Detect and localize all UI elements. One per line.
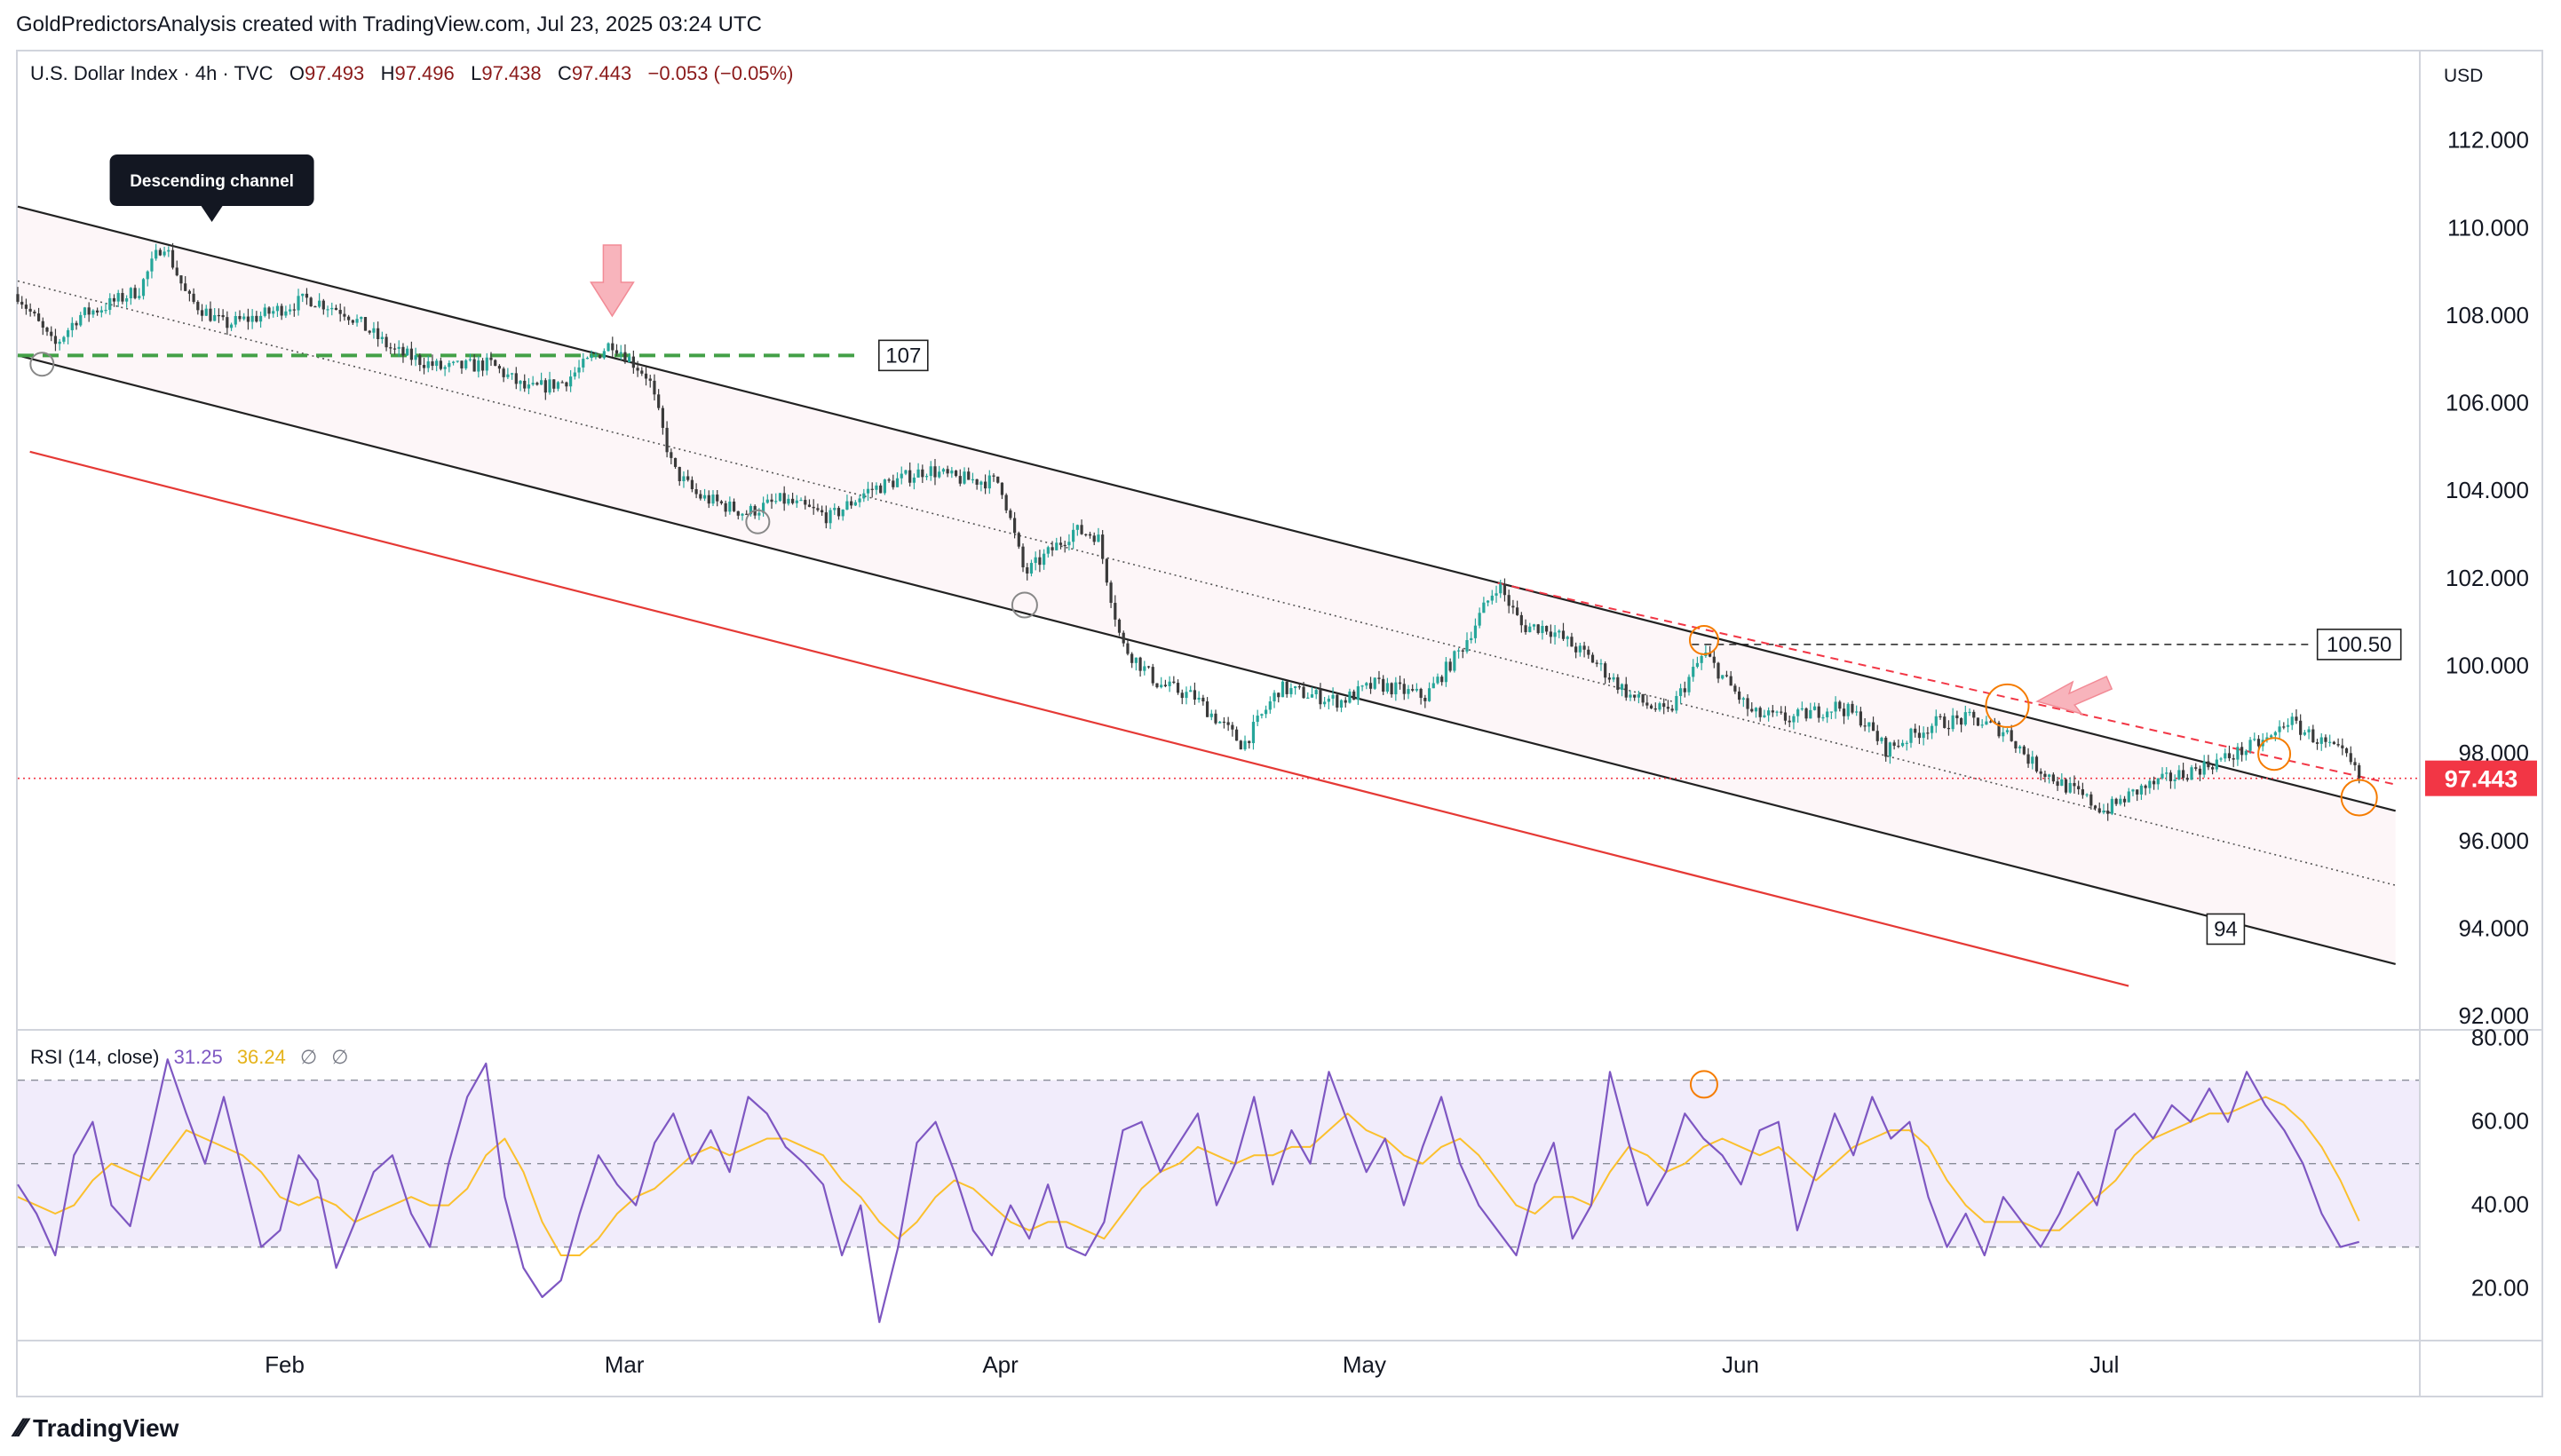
rsi-empty-2: ∅ (331, 1046, 349, 1068)
rsi-name: RSI (14, close) (30, 1046, 160, 1068)
close-value: 97.443 (571, 62, 632, 84)
currency-button[interactable]: USD (2444, 66, 2484, 86)
footer-brand: TradingView (33, 1414, 179, 1442)
chart-frame (16, 50, 2543, 1397)
rsi-legend[interactable]: RSI (14, close) 31.25 36.24 ∅ ∅ (30, 1046, 348, 1069)
symbol-name: U.S. Dollar Index · 4h · TVC (30, 62, 274, 84)
low-value: 97.438 (481, 62, 542, 84)
high-label: H (380, 62, 395, 84)
rsi-ma-value: 36.24 (236, 1046, 286, 1068)
close-label: C (558, 62, 572, 84)
open-label: O (289, 62, 305, 84)
symbol-legend[interactable]: U.S. Dollar Index · 4h · TVC O97.493 H97… (30, 62, 793, 85)
open-value: 97.493 (304, 62, 365, 84)
high-value: 97.496 (394, 62, 455, 84)
rsi-empty-1: ∅ (300, 1046, 318, 1068)
tradingview-logo-icon: ⁄⁄⁄ (16, 1413, 26, 1443)
footer: ⁄⁄⁄ TradingView (16, 1413, 178, 1444)
rsi-value: 31.25 (173, 1046, 223, 1068)
change-value: −0.053 (−0.05%) (647, 62, 794, 84)
attribution-text: GoldPredictorsAnalysis created with Trad… (16, 12, 762, 36)
low-label: L (471, 62, 482, 84)
